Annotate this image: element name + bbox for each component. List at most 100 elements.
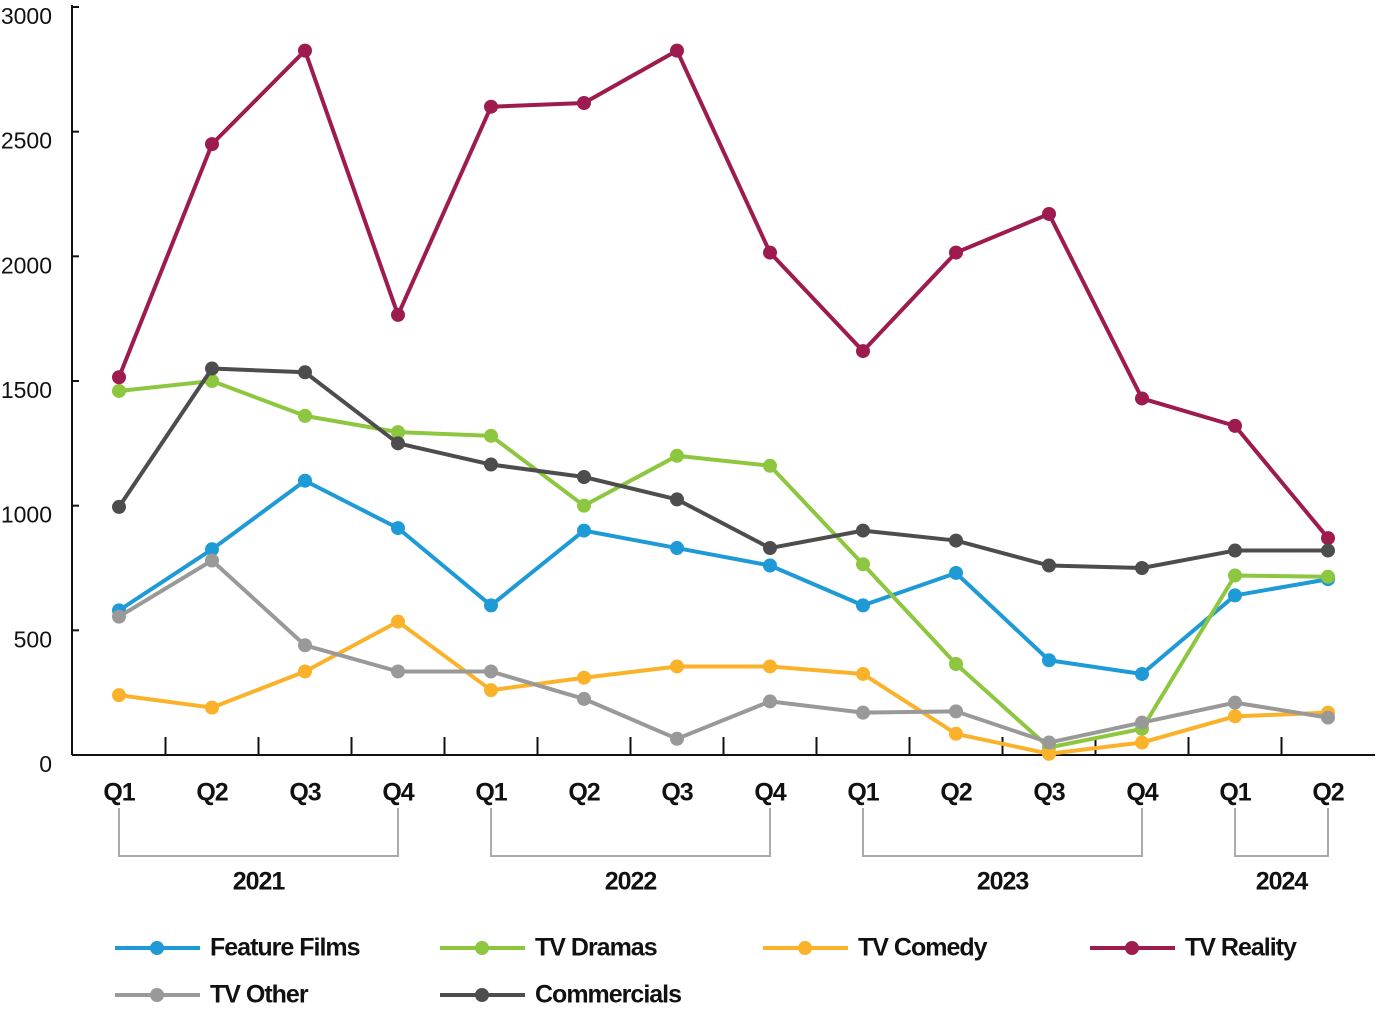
data-point [205,374,219,388]
data-point [1135,735,1149,750]
data-point [763,458,777,473]
x-tick-label: Q1 [847,779,879,807]
data-point [577,469,591,484]
data-point [856,523,870,538]
data-point [670,43,684,58]
data-point [856,598,870,613]
data-point [577,523,591,538]
data-point [112,688,126,703]
data-point [856,557,870,572]
data-point [856,666,870,681]
data-point [205,542,219,557]
data-point [1228,709,1242,724]
data-point [1321,569,1335,584]
series-line [117,48,1330,540]
data-point [205,700,219,715]
y-tick-label: 0 [39,751,52,777]
data-point [1135,666,1149,681]
data-point [205,553,219,568]
data-point [484,664,498,679]
data-point [205,137,219,152]
data-point [484,683,498,698]
x-tick-label: Q4 [754,779,786,807]
legend-marker [798,941,812,955]
y-tick-label: 2500 [1,128,52,154]
group-label: 2023 [977,868,1029,896]
legend-marker [150,941,164,955]
y-tick-label: 1000 [1,502,52,528]
x-tick-label: Q2 [568,779,599,807]
data-point [949,656,963,671]
series-line [117,478,1329,676]
legend-marker [475,941,489,955]
legend-marker [475,988,489,1002]
x-tick-label: Q3 [661,779,692,807]
data-point [577,498,591,513]
legend-label: TV Comedy [858,934,988,962]
data-point [670,448,684,463]
group-label: 2021 [233,868,286,896]
data-point [298,365,312,380]
data-point [484,457,498,472]
data-point [577,95,591,110]
data-point [1228,695,1242,710]
data-point [298,664,312,679]
group-label: 2024 [1256,868,1309,896]
data-point [298,408,312,423]
x-tick-label: Q3 [289,779,320,807]
data-point [856,705,870,720]
data-point [1135,391,1149,406]
data-point [1228,543,1242,558]
data-point [577,691,591,706]
y-tick-label: 500 [14,626,52,652]
data-point [112,499,126,514]
data-point [391,425,405,440]
data-point [391,307,405,322]
x-tick-label: Q4 [382,779,414,807]
data-point [1321,531,1335,546]
data-point [1228,418,1242,433]
y-tick-label: 3000 [1,3,52,29]
series-line [117,558,1329,745]
data-point [205,361,219,376]
legend-label: TV Other [210,981,309,1009]
x-tick-label: Q2 [940,779,971,807]
data-point [484,428,498,443]
group-bracket [862,808,1143,857]
legend-label: Feature Films [210,934,360,962]
data-point [484,99,498,114]
data-point [1135,561,1149,575]
data-point [1321,710,1335,725]
data-point [1135,715,1149,730]
group-bracket [1234,808,1329,857]
x-tick-label: Q1 [103,779,135,807]
data-point [1042,746,1056,761]
x-tick-label: Q4 [1126,779,1158,807]
legend-marker [150,988,164,1002]
group-bracket [118,808,399,857]
data-point [298,638,312,653]
data-point [1042,558,1056,573]
data-point [763,245,777,260]
x-tick-label: Q3 [1033,779,1064,807]
data-point [670,492,684,507]
data-point [577,670,591,685]
data-point [298,43,312,58]
data-point [949,245,963,260]
group-bracket [490,808,771,857]
data-point [949,726,963,741]
data-point [949,704,963,719]
legend-label: TV Dramas [535,934,657,962]
data-point [391,436,405,451]
data-point [484,598,498,613]
data-point [763,659,777,674]
x-tick-label: Q2 [196,779,227,807]
data-point [298,473,312,488]
data-point [670,659,684,674]
legend-label: Commercials [535,981,681,1009]
group-label: 2022 [605,868,657,896]
series-line [117,366,1328,570]
data-point [391,614,405,629]
data-point [670,541,684,556]
data-point [1042,653,1056,668]
